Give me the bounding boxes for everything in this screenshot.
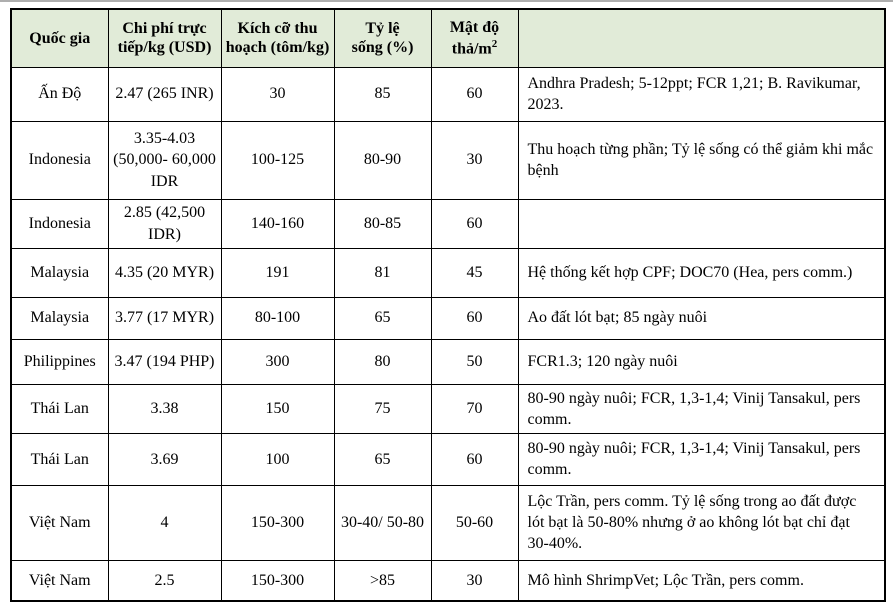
cell-density: 60 — [430, 66, 519, 122]
cell-notes: 80-90 ngày nuôi; FCR, 1,3-1,4; Vinij Tan… — [517, 383, 886, 434]
cell-size: 30 — [220, 66, 335, 122]
cell-notes: Thu hoạch từng phần; Tỷ lệ sống có thể g… — [517, 120, 886, 200]
cell-density: 70 — [430, 383, 519, 434]
cell-survival: 65 — [333, 296, 432, 340]
cell-country: Indonesia — [10, 198, 109, 249]
column-header-notes — [517, 8, 886, 68]
cell-size: 100-125 — [220, 120, 335, 200]
cell-notes: 80-90 ngày nuôi; FCR, 1,3-1,4; Vinij Tan… — [517, 432, 886, 486]
cell-cost: 3.38 — [107, 383, 222, 434]
cell-survival: 65 — [333, 432, 432, 486]
column-header-cost: Chi phí trực tiếp/kg (USD) — [107, 8, 222, 68]
cell-density: 60 — [430, 296, 519, 340]
cell-size: 150-300 — [220, 559, 335, 602]
cell-cost: 3.47 (194 PHP) — [107, 338, 222, 385]
table-row: Thái Lan 3.69 100 65 60 80-90 ngày nuôi;… — [10, 432, 886, 486]
cell-survival: 85 — [333, 66, 432, 122]
cell-country: Indonesia — [10, 120, 109, 200]
table-row: Việt Nam 2.5 150-300 >85 30 Mô hình Shri… — [10, 559, 886, 602]
cell-size: 191 — [220, 247, 335, 298]
cell-size: 150 — [220, 383, 335, 434]
cell-size: 80-100 — [220, 296, 335, 340]
cell-density: 50-60 — [430, 484, 519, 561]
cell-country: Malaysia — [10, 296, 109, 340]
cell-size: 140-160 — [220, 198, 335, 249]
cell-survival: 80-85 — [333, 198, 432, 249]
cell-survival: 80 — [333, 338, 432, 385]
cell-notes — [517, 198, 886, 249]
table-row: Việt Nam 4 150-300 30-40/ 50-80 50-60 Lộ… — [10, 484, 886, 561]
cell-country: Thái Lan — [10, 383, 109, 434]
cell-notes: Andhra Pradesh; 5-12ppt; FCR 1,21; B. Ra… — [517, 66, 886, 122]
cell-density: 60 — [430, 198, 519, 249]
cell-notes: Ao đất lót bạt; 85 ngày nuôi — [517, 296, 886, 340]
table-row: Thái Lan 3.38 150 75 70 80-90 ngày nuôi;… — [10, 383, 886, 434]
density-header-superscript: 2 — [491, 37, 498, 50]
cell-country: Việt Nam — [10, 559, 109, 602]
cell-size: 100 — [220, 432, 335, 486]
cell-cost: 2.47 (265 INR) — [107, 66, 222, 122]
cell-size: 150-300 — [220, 484, 335, 561]
cell-density: 45 — [430, 247, 519, 298]
shrimp-production-cost-table: Quốc gia Chi phí trực tiếp/kg (USD) Kích… — [10, 8, 886, 603]
cell-country: Philippines — [10, 338, 109, 385]
cell-survival: >85 — [333, 559, 432, 602]
cell-cost: 3.77 (17 MYR) — [107, 296, 222, 340]
cell-cost: 4 — [107, 484, 222, 561]
cell-size: 300 — [220, 338, 335, 385]
column-header-size: Kích cỡ thu hoạch (tôm/kg) — [220, 8, 335, 68]
cell-notes: Mô hình ShrimpVet; Lộc Trần, pers comm. — [517, 559, 886, 602]
table-row: Indonesia 2.85 (42,500 IDR) 140-160 80-8… — [10, 198, 886, 249]
density-header-text: Mật độ thả/m — [449, 19, 500, 57]
column-header-survival: Tỷ lệ sống (%) — [333, 8, 432, 68]
cell-cost: 3.35-4.03 (50,000- 60,000 IDR — [107, 120, 222, 200]
cell-cost: 4.35 (20 MYR) — [107, 247, 222, 298]
cell-cost: 2.5 — [107, 559, 222, 602]
cell-density: 30 — [430, 120, 519, 200]
cell-density: 30 — [430, 559, 519, 602]
cell-cost: 2.85 (42,500 IDR) — [107, 198, 222, 249]
cell-density: 60 — [430, 432, 519, 486]
cell-survival: 81 — [333, 247, 432, 298]
cell-notes: FCR1.3; 120 ngày nuôi — [517, 338, 886, 385]
cell-country: Việt Nam — [10, 484, 109, 561]
cell-survival: 75 — [333, 383, 432, 434]
cell-density: 50 — [430, 338, 519, 385]
top-divider — [0, 0, 893, 2]
cell-cost: 3.69 — [107, 432, 222, 486]
cell-country: Ấn Độ — [10, 66, 109, 122]
cell-country: Malaysia — [10, 247, 109, 298]
table-row: Malaysia 4.35 (20 MYR) 191 81 45 Hệ thốn… — [10, 247, 886, 298]
column-header-density: Mật độ thả/m2 — [430, 8, 519, 68]
table-row: Malaysia 3.77 (17 MYR) 80-100 65 60 Ao đ… — [10, 296, 886, 340]
cell-survival: 30-40/ 50-80 — [333, 484, 432, 561]
table-row: Indonesia 3.35-4.03 (50,000- 60,000 IDR … — [10, 120, 886, 200]
column-header-country: Quốc gia — [10, 8, 109, 68]
cell-notes: Lộc Trần, pers comm. Tỷ lệ sống trong ao… — [517, 484, 886, 561]
header-row: Quốc gia Chi phí trực tiếp/kg (USD) Kích… — [10, 8, 886, 68]
cell-notes: Hệ thống kết hợp CPF; DOC70 (Hea, pers c… — [517, 247, 886, 298]
cell-country: Thái Lan — [10, 432, 109, 486]
cell-survival: 80-90 — [333, 120, 432, 200]
table-row: Philippines 3.47 (194 PHP) 300 80 50 FCR… — [10, 338, 886, 385]
table-row: Ấn Độ 2.47 (265 INR) 30 85 60 Andhra Pra… — [10, 66, 886, 122]
